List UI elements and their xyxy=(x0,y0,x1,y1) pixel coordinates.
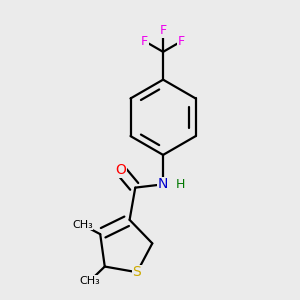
Text: F: F xyxy=(141,35,148,48)
Text: F: F xyxy=(160,24,167,37)
Text: O: O xyxy=(115,163,126,177)
Text: H: H xyxy=(176,178,185,191)
Text: CH₃: CH₃ xyxy=(80,276,101,286)
Text: CH₃: CH₃ xyxy=(72,220,93,230)
Text: F: F xyxy=(178,35,185,48)
Text: S: S xyxy=(133,265,141,279)
Text: N: N xyxy=(158,177,168,191)
